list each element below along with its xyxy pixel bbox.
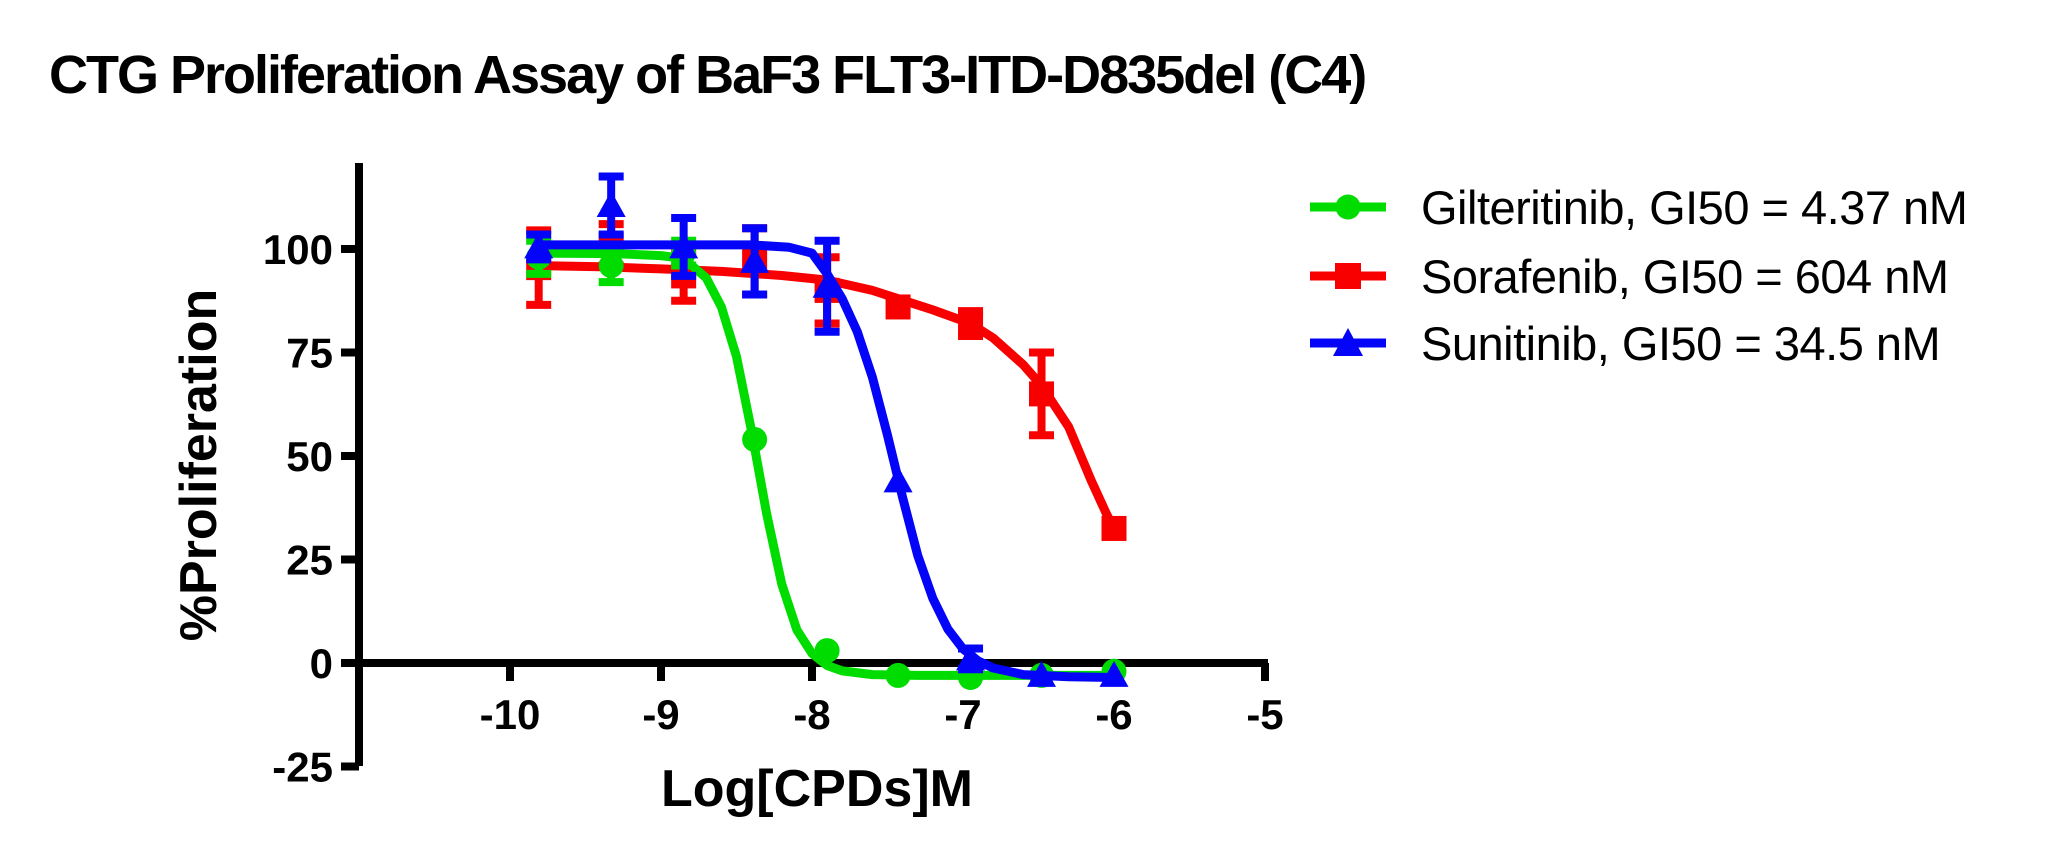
data-point [1029, 381, 1055, 407]
sorafenib-square-marker-icon [1310, 263, 1386, 289]
y-tick-label: 50 [286, 433, 333, 480]
y-tick-label: 75 [286, 330, 333, 377]
data-point [740, 246, 770, 273]
data-point [885, 294, 911, 320]
x-tick-label: -7 [944, 691, 981, 738]
data-point [812, 271, 842, 298]
legend-label-sorafenib: Sorafenib, GI50 = 604 nM [1421, 249, 1949, 303]
legend-item-gilteritinib: Gilteritinib, GI50 = 4.37 nM [1308, 173, 1968, 241]
y-axis-title: %Proliferation [170, 289, 228, 642]
data-point [742, 426, 768, 452]
legend-item-sorafenib: Sorafenib, GI50 = 604 nM [1308, 242, 1949, 310]
data-point [956, 644, 986, 671]
x-tick-label: -6 [1095, 691, 1132, 738]
legend-label-gilteritinib: Gilteritinib, GI50 = 4.37 nM [1421, 180, 1968, 234]
fit-curve [534, 240, 1119, 682]
data-point [883, 466, 913, 493]
data-point [814, 638, 840, 664]
y-tick-label: 0 [310, 640, 333, 687]
data-point [596, 191, 626, 218]
data-point [1101, 515, 1127, 541]
data-point [958, 311, 984, 337]
data-point [1099, 660, 1129, 687]
y-tick-label: 100 [263, 226, 333, 273]
y-tick-label: -25 [272, 744, 333, 791]
gilteritinib-circle-marker-icon [1310, 194, 1386, 220]
x-tick-label: -10 [480, 691, 541, 738]
x-tick-label: -5 [1246, 691, 1283, 738]
data-point [598, 253, 624, 279]
legend-item-sunitinib: Sunitinib, GI50 = 34.5 nM [1308, 309, 1941, 377]
chart-title: CTG Proliferation Assay of BaF3 FLT3-ITD… [49, 45, 1367, 105]
data-point [885, 662, 911, 688]
x-tick-label: -8 [793, 691, 830, 738]
y-tick-label: 25 [286, 537, 333, 584]
data-point [1027, 660, 1057, 687]
x-tick-label: -9 [642, 691, 679, 738]
x-axis-title: Log[CPDs]M [661, 760, 973, 818]
series-sunitinib [524, 172, 1129, 687]
data-point [669, 232, 699, 259]
data-point [524, 232, 554, 259]
sunitinib-triangle-marker-icon [1310, 328, 1386, 356]
legend-label-sunitinib: Sunitinib, GI50 = 34.5 nM [1421, 316, 1941, 370]
